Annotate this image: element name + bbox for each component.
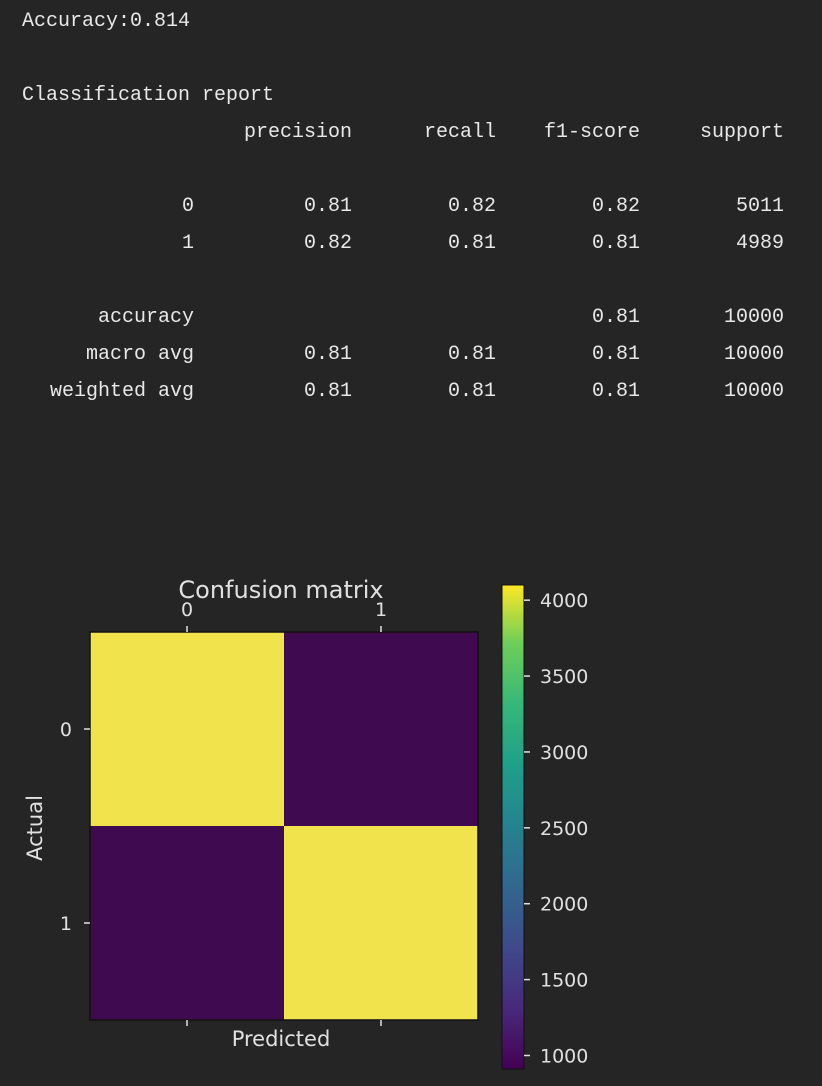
- row-recall: 0.81: [447, 343, 496, 366]
- row-f1: 0.81: [591, 380, 640, 403]
- col-recall-header: recall: [423, 121, 496, 144]
- row-support: 10000: [723, 343, 784, 366]
- y-axis-label: Actual: [23, 795, 47, 861]
- report-heading: Classification report: [22, 84, 275, 107]
- row-support: 10000: [723, 306, 784, 329]
- colorbar-tick-label: 1000: [540, 1045, 588, 1067]
- colorbar-tick-label: 2000: [540, 894, 588, 916]
- x-axis-label: Predicted: [232, 1027, 331, 1051]
- chart-title: Confusion matrix: [178, 576, 383, 604]
- y-tick-label: 0: [60, 719, 72, 741]
- heatmap-frame: [89, 631, 479, 1021]
- row-f1: 0.81: [591, 306, 640, 329]
- row-precision: 0.82: [303, 232, 352, 255]
- colorbar-tick-label: 3000: [540, 742, 588, 764]
- row-precision: 0.81: [303, 380, 352, 403]
- row-support: 5011: [735, 195, 784, 218]
- heatmap-cell-0-1: [284, 632, 478, 826]
- row-label: 1: [181, 232, 194, 255]
- row-f1: 0.81: [591, 343, 640, 366]
- row-f1: 0.82: [591, 195, 640, 218]
- colorbar-tick-label: 1500: [540, 970, 588, 992]
- row-precision: 0.81: [303, 343, 352, 366]
- row-label: accuracy: [97, 306, 194, 329]
- row-recall: 0.81: [447, 380, 496, 403]
- row-label: 0: [181, 195, 194, 218]
- x-tick-label: 0: [181, 599, 193, 621]
- colorbar-tick-label: 2500: [540, 818, 588, 840]
- colorbar-tick-label: 3500: [540, 666, 588, 688]
- row-recall: 0.81: [447, 232, 496, 255]
- heatmap-cell-1-1: [284, 826, 478, 1020]
- row-recall: 0.82: [447, 195, 496, 218]
- row-f1: 0.81: [591, 232, 640, 255]
- row-support: 4989: [735, 232, 784, 255]
- heatmap-cell-1-0: [90, 826, 284, 1020]
- col-f1-header: f1-score: [543, 121, 640, 144]
- x-tick-label: 1: [375, 599, 387, 621]
- accuracy-text: Accuracy:0.814: [22, 10, 191, 33]
- row-label: weighted avg: [49, 380, 194, 403]
- row-support: 10000: [723, 380, 784, 403]
- row-label: macro avg: [85, 343, 194, 366]
- colorbar: [501, 584, 525, 1070]
- col-support-header: support: [699, 121, 784, 144]
- heatmap-cell-0-0: [90, 632, 284, 826]
- y-tick-label: 1: [60, 913, 72, 935]
- col-precision-header: precision: [243, 121, 352, 144]
- colorbar-tick-label: 4000: [540, 590, 588, 612]
- row-precision: 0.81: [303, 195, 352, 218]
